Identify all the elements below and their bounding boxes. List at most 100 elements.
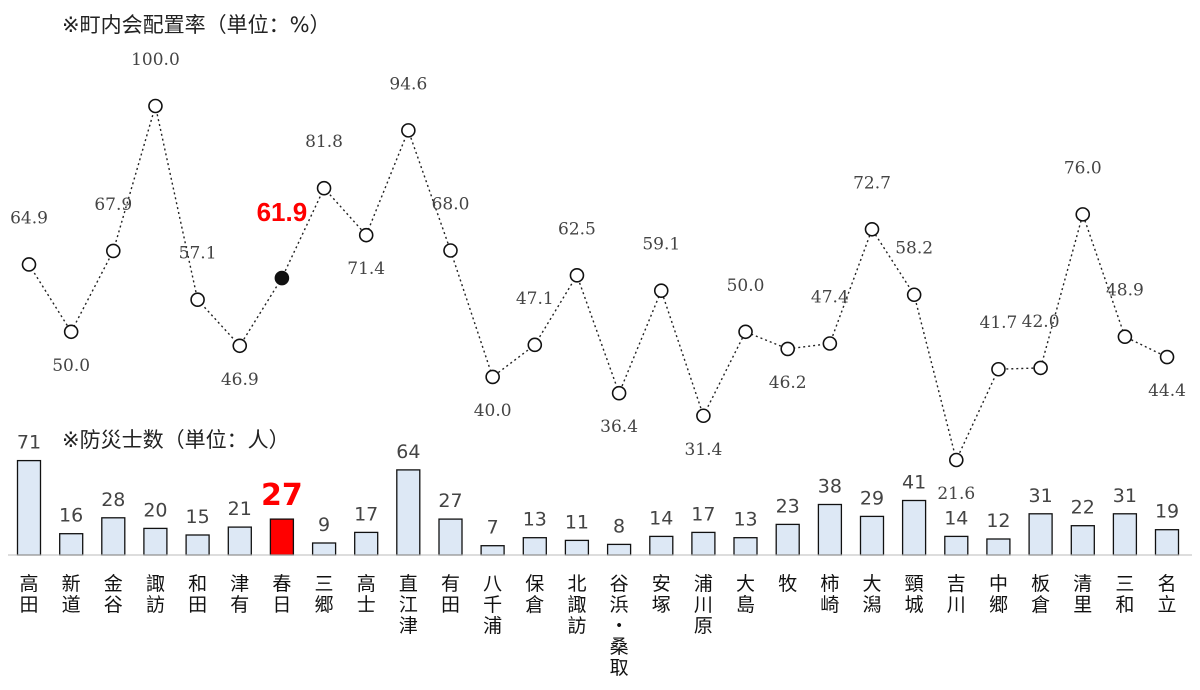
category-char: 城 — [905, 594, 924, 616]
category-char: 士 — [357, 594, 376, 616]
line-point — [780, 341, 796, 357]
bar-data-label: 7 — [487, 517, 499, 539]
category-char: 千 — [483, 594, 502, 616]
category-label: 谷浜・桑取 — [610, 573, 629, 679]
bar — [1070, 525, 1095, 556]
category-char: 大 — [862, 573, 881, 595]
category-label: 直江津 — [399, 573, 418, 637]
category-label: 春日 — [272, 573, 291, 616]
category-char: 金 — [104, 573, 123, 595]
category-char: 訪 — [567, 615, 586, 637]
category-char: 立 — [1158, 594, 1177, 616]
category-char: 保 — [525, 573, 544, 595]
category-char: 牧 — [778, 573, 797, 595]
bar-data-label: 21 — [228, 498, 252, 520]
line-point — [1075, 207, 1091, 222]
category-label: 高田 — [19, 573, 38, 616]
bar-data-label: 29 — [860, 487, 884, 509]
category-char: 里 — [1073, 594, 1092, 616]
bar-series: 71 16 28 20 15 21 27 9 17 64 27 7 13 11 8 14 17 13 23 38 29 4… — [16, 432, 1180, 556]
line-point — [401, 123, 416, 138]
category-char: 原 — [694, 615, 713, 637]
bar-data-label: 12 — [986, 510, 1010, 532]
bar — [227, 526, 252, 556]
category-char: 頸 — [905, 573, 924, 595]
bar — [101, 517, 126, 556]
category-char: 新 — [62, 573, 81, 595]
category-char: 浦 — [694, 573, 713, 595]
category-char: 潟 — [862, 594, 881, 616]
line-point — [991, 361, 1006, 377]
category-label: 諏訪 — [146, 573, 165, 616]
line-point — [1033, 360, 1048, 376]
category-char: 谷 — [104, 594, 123, 616]
category-label: 八千浦 — [483, 573, 502, 637]
category-char: 安 — [652, 573, 671, 595]
line-chart-title: ※町内会配置率（単位：%） — [62, 13, 331, 37]
bar-data-label: 11 — [565, 511, 589, 533]
bar-data-label: 20 — [143, 499, 167, 521]
category-label: 清里 — [1073, 573, 1092, 616]
bar — [817, 503, 843, 556]
line-point — [148, 98, 163, 114]
line-data-label: 41.7 — [980, 313, 1018, 333]
bar-data-label: 27 — [261, 478, 303, 513]
category-char: 倉 — [525, 594, 544, 616]
category-label: 牧 — [778, 573, 797, 595]
category-label: 吉川 — [947, 573, 966, 616]
category-char: 三 — [315, 573, 334, 595]
category-label: 新道 — [62, 573, 81, 616]
line-point — [906, 287, 922, 303]
category-char: 直 — [399, 573, 418, 595]
category-label: 高士 — [357, 573, 376, 616]
bar — [438, 518, 463, 556]
bar-data-label: 14 — [944, 507, 968, 529]
category-char: 田 — [188, 594, 207, 616]
line-data-label: 100.0 — [131, 50, 180, 70]
category-char: 浜 — [610, 594, 629, 616]
category-char: 郷 — [989, 594, 1008, 616]
line-data-label: 76.0 — [1064, 158, 1102, 178]
category-char: 田 — [441, 594, 460, 616]
category-char: 津 — [399, 615, 418, 637]
line-data-label: 59.1 — [642, 235, 680, 255]
line-data-label: 36.4 — [600, 417, 638, 437]
bar-data-label: 17 — [354, 503, 378, 525]
category-char: 郷 — [315, 594, 334, 616]
bar-data-label: 71 — [17, 432, 41, 454]
category-char: 崎 — [820, 594, 839, 616]
line-point — [21, 257, 37, 272]
line-data-label: 61.9 — [257, 197, 308, 227]
line-data-label: 71.4 — [347, 259, 385, 279]
bar-data-label: 64 — [396, 441, 420, 463]
category-char: 吉 — [947, 573, 966, 595]
line-point — [527, 337, 543, 353]
category-char: 三 — [1115, 573, 1134, 595]
bar-data-label: 17 — [691, 503, 715, 525]
category-label: 有田 — [441, 573, 460, 616]
category-char: 板 — [1031, 573, 1050, 595]
bar — [691, 531, 716, 556]
line-data-label: 57.1 — [179, 244, 217, 264]
category-label: 名立 — [1158, 573, 1177, 616]
category-char: 田 — [19, 594, 38, 616]
bar-data-label: 28 — [101, 489, 125, 511]
line-series: 64.9 50.0 67.9 100.0 57.1 46.9 61.9 81.8 71.4 94.… — [10, 50, 1186, 504]
category-char: 高 — [357, 573, 376, 595]
category-label: 三和 — [1115, 573, 1134, 616]
category-label: 三郷 — [315, 573, 334, 616]
bar-data-label: 15 — [186, 506, 210, 528]
bar — [354, 531, 379, 556]
category-char: 清 — [1073, 573, 1092, 595]
line-data-label: 67.9 — [94, 195, 132, 215]
bar-data-label: 23 — [776, 495, 800, 517]
category-char: 諏 — [567, 594, 586, 616]
line-point — [274, 270, 290, 286]
category-label: 大潟 — [862, 573, 881, 616]
bar — [396, 469, 421, 556]
category-char: 和 — [1115, 594, 1134, 616]
line-data-label: 64.9 — [10, 208, 48, 228]
bar — [522, 537, 547, 556]
category-label: 柿崎 — [820, 573, 839, 616]
